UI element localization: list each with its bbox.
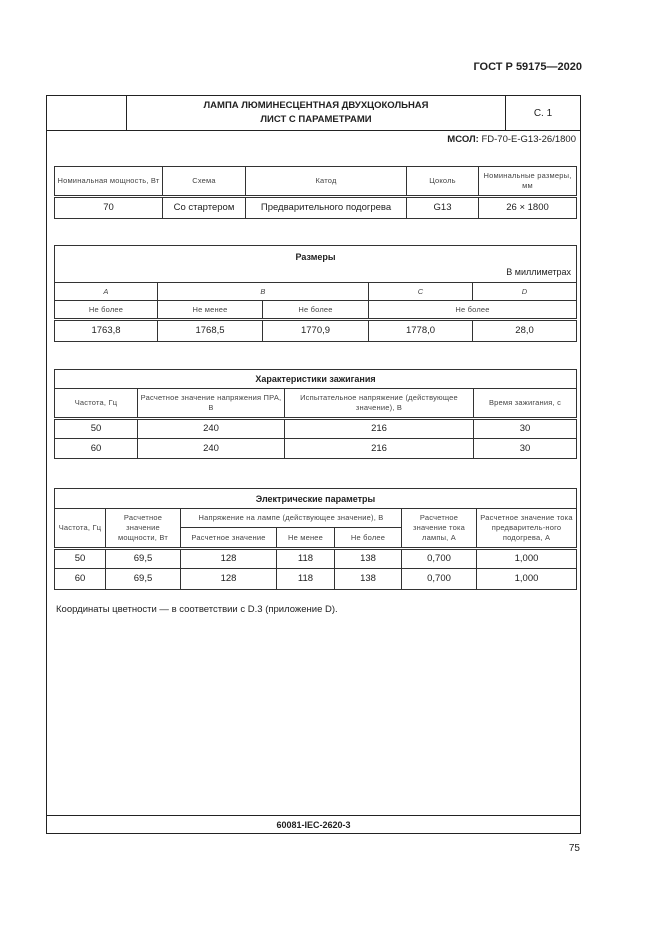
cell: 1768,5 (157, 318, 263, 342)
cell: 60 (54, 568, 106, 590)
header: Напряжение на лампе (действующее значени… (180, 508, 402, 528)
dim-d: D (471, 282, 578, 301)
designation-label: МСОЛ: (447, 134, 479, 145)
header: Расчетное значение (180, 527, 277, 549)
cell: 50 (54, 417, 138, 439)
footer-code: 60081-IEC-2620-3 (276, 820, 351, 830)
sheet-title: ЛАМПА ЛЮМИНЕСЦЕНТНАЯ ДВУХЦОКОЛЬНАЯ ЛИСТ С… (126, 95, 506, 131)
header: Испытательное напряжение (действующее зн… (284, 388, 474, 419)
cell: 128 (180, 568, 277, 590)
header-scheme: Схема (162, 166, 246, 197)
header: Частота, Гц (54, 388, 138, 419)
standard-number: ГОСТ Р 59175—2020 (473, 61, 582, 73)
header: Расчетное значение тока предваритель-ног… (476, 508, 577, 549)
dim-c: C (368, 282, 473, 301)
cell: 118 (276, 547, 335, 569)
cell: 128 (180, 547, 277, 569)
cell: 1,000 (476, 547, 577, 569)
main-table: Номинальная мощность, Вт Схема Катод Цоколь… (54, 166, 577, 219)
header: Частота, Гц (54, 508, 106, 549)
dimensions-unit: В миллиметрах (506, 267, 572, 277)
header-cathode: Катод (245, 166, 407, 197)
cell: 138 (334, 547, 402, 569)
cell: 1763,8 (54, 318, 158, 342)
header-size: Номинальные размеры, мм (478, 166, 577, 197)
cell: 70 (54, 195, 163, 219)
cell: 1,000 (476, 568, 577, 590)
header: Не более (334, 527, 402, 549)
dim-b: B (157, 282, 369, 301)
limit: Не менее (157, 300, 263, 320)
cell: 0,700 (401, 547, 477, 569)
limit: Не более (262, 300, 369, 320)
designation: МСОЛ: FD-70-E-G13-26/1800 (447, 134, 576, 145)
cell: Со стартером (162, 195, 246, 219)
cell: 118 (276, 568, 335, 590)
limit: Не более (54, 300, 158, 320)
electrical-title: Электрические параметры (54, 488, 577, 509)
cell: 50 (54, 547, 106, 569)
note: Координаты цветности — в соответствии с … (56, 604, 338, 615)
cell: 216 (284, 438, 474, 459)
limit: Не более (367, 300, 578, 320)
cell: 216 (284, 417, 474, 439)
cell: Предварительного подогрева (245, 195, 407, 219)
header: Расчетное значение мощности, Вт (105, 508, 181, 549)
dim-a: A (54, 282, 158, 301)
header-base: Цоколь (406, 166, 479, 197)
header-blank-cell (46, 95, 127, 131)
cell: 1770,9 (262, 318, 369, 342)
cell: 138 (334, 568, 402, 590)
designation-value: FD-70-E-G13-26/1800 (478, 134, 576, 145)
cell: 1778,0 (368, 318, 473, 342)
cell: 0,700 (401, 568, 477, 590)
cell: 60 (54, 438, 138, 459)
header-power: Номинальная мощность, Вт (54, 166, 163, 197)
page-number: 75 (568, 843, 580, 854)
header: Расчетное значение напряжения ПРА, В (137, 388, 285, 419)
cell: 240 (137, 417, 285, 439)
header: Расчетное значение тока лампы, А (401, 508, 477, 549)
ignition-title: Характеристики зажигания (53, 369, 578, 389)
title-line-2: ЛИСТ С ПАРАМЕТРАМИ (260, 114, 372, 125)
dimensions-title: Размеры (295, 252, 336, 262)
footer-divider (46, 815, 581, 816)
cell: 240 (137, 438, 285, 459)
cell: 26 × 1800 (478, 195, 577, 219)
header: Время зажигания, с (472, 388, 578, 419)
title-line-1: ЛАМПА ЛЮМИНЕСЦЕНТНАЯ ДВУХЦОКОЛЬНАЯ (203, 100, 429, 111)
electrical-table: Электрические параметры Частота, Гц Расче… (54, 488, 577, 590)
cell: 30 (472, 438, 578, 459)
cell: 69,5 (105, 547, 181, 569)
cell: 69,5 (105, 568, 181, 590)
sheet-number: С. 1 (505, 95, 581, 131)
cell: 28,0 (471, 318, 578, 342)
cell: 30 (472, 417, 578, 439)
header: Не менее (276, 527, 335, 549)
ignition-table: Характеристики зажигания Частота, Гц Расч… (53, 369, 578, 459)
cell: G13 (406, 195, 479, 219)
